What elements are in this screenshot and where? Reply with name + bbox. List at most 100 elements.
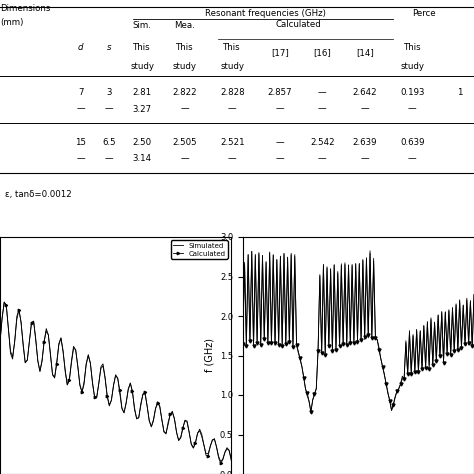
Y-axis label: f (GHz): f (GHz) [204, 338, 214, 373]
Simulated [228, 456, 234, 461]
Text: —: — [76, 105, 85, 113]
Simulated [414, 328, 419, 334]
Calculated [240, 341, 246, 347]
Text: —: — [76, 155, 85, 163]
Simulated [304, 393, 310, 399]
Simulated [249, 248, 255, 254]
Text: This: This [223, 43, 241, 52]
Text: 15: 15 [75, 138, 86, 146]
Simulated [396, 386, 401, 392]
Line: Simulated: Simulated [243, 251, 474, 411]
Text: (mm): (mm) [0, 18, 23, 27]
Text: —: — [275, 155, 284, 163]
Text: study: study [401, 62, 424, 71]
Simulated [81, 379, 87, 384]
Simulated [425, 319, 430, 324]
Text: 7: 7 [78, 88, 83, 97]
Calculated [41, 339, 47, 345]
Text: —: — [275, 105, 284, 113]
Simulated [176, 438, 182, 443]
Text: Calculated: Calculated [276, 20, 321, 29]
Text: 2.505: 2.505 [173, 138, 197, 146]
Text: study: study [130, 62, 154, 71]
Calculated [94, 395, 100, 401]
Text: 1: 1 [457, 88, 463, 97]
Text: 2.857: 2.857 [267, 88, 292, 97]
Text: [16]: [16] [313, 48, 331, 56]
Calculated [414, 327, 419, 332]
Line: Calculated: Calculated [0, 246, 232, 465]
Text: Dimensions: Dimensions [0, 4, 50, 13]
Text: 3.14: 3.14 [133, 155, 152, 163]
Text: 2.828: 2.828 [220, 88, 245, 97]
Calculated [303, 386, 309, 392]
Calculated [20, 340, 26, 346]
Text: 2.642: 2.642 [353, 88, 377, 97]
Simulated [308, 409, 314, 414]
Text: study: study [173, 62, 197, 71]
Text: 3.27: 3.27 [133, 105, 152, 113]
Line: Simulated: Simulated [0, 248, 231, 462]
Calculated [362, 335, 367, 340]
Text: —: — [228, 105, 237, 113]
Text: 2.639: 2.639 [353, 138, 377, 146]
Text: —: — [408, 155, 417, 163]
Calculated [308, 410, 314, 415]
Text: Resonant frequencies (GHz): Resonant frequencies (GHz) [205, 9, 326, 18]
Text: 0.639: 0.639 [400, 138, 425, 146]
Text: —: — [181, 105, 189, 113]
Text: —: — [105, 105, 113, 113]
Text: 3: 3 [106, 88, 112, 97]
Calculated [218, 460, 224, 466]
Text: ε, tanδ=0.0012: ε, tanδ=0.0012 [5, 190, 72, 199]
Text: [17]: [17] [271, 48, 289, 56]
Simulated [240, 341, 246, 346]
Text: study: study [220, 62, 244, 71]
Text: —: — [275, 138, 284, 146]
Text: [14]: [14] [356, 48, 374, 56]
Calculated [425, 320, 430, 326]
Text: —: — [408, 105, 417, 113]
Text: This: This [133, 43, 151, 52]
Simulated [94, 394, 100, 400]
Text: 2.521: 2.521 [220, 138, 245, 146]
Text: This: This [176, 43, 194, 52]
Calculated [228, 457, 234, 463]
Simulated [342, 260, 348, 265]
Line: Calculated: Calculated [241, 249, 474, 414]
Text: s: s [107, 43, 111, 52]
Simulated [471, 292, 474, 297]
Calculated [176, 438, 182, 443]
Simulated [364, 255, 369, 261]
Simulated [134, 416, 139, 422]
Text: d: d [78, 43, 83, 52]
Text: This: This [403, 43, 421, 52]
Legend: Simulated, Calculated: Simulated, Calculated [171, 240, 228, 259]
Text: Perce: Perce [412, 9, 436, 18]
Calculated [396, 385, 401, 391]
Text: 2.50: 2.50 [133, 138, 152, 146]
Text: —: — [181, 155, 189, 163]
Text: Sim.: Sim. [133, 21, 152, 30]
Text: —: — [318, 155, 327, 163]
Calculated [340, 341, 346, 347]
Simulated [218, 459, 224, 465]
Simulated [41, 338, 47, 344]
Text: 6.5: 6.5 [102, 138, 116, 146]
Calculated [367, 248, 373, 254]
Text: —: — [105, 155, 113, 163]
Text: —: — [228, 155, 237, 163]
Simulated [20, 343, 26, 348]
Text: 2.822: 2.822 [173, 88, 197, 97]
Text: Mea.: Mea. [174, 21, 195, 30]
Text: 0.193: 0.193 [400, 88, 425, 97]
Calculated [471, 292, 474, 298]
Calculated [134, 415, 139, 421]
Text: 2.542: 2.542 [310, 138, 335, 146]
Text: —: — [361, 105, 369, 113]
Text: —: — [318, 105, 327, 113]
Calculated [81, 382, 87, 387]
Text: —: — [361, 155, 369, 163]
Text: —: — [318, 88, 327, 97]
Text: 2.81: 2.81 [133, 88, 152, 97]
